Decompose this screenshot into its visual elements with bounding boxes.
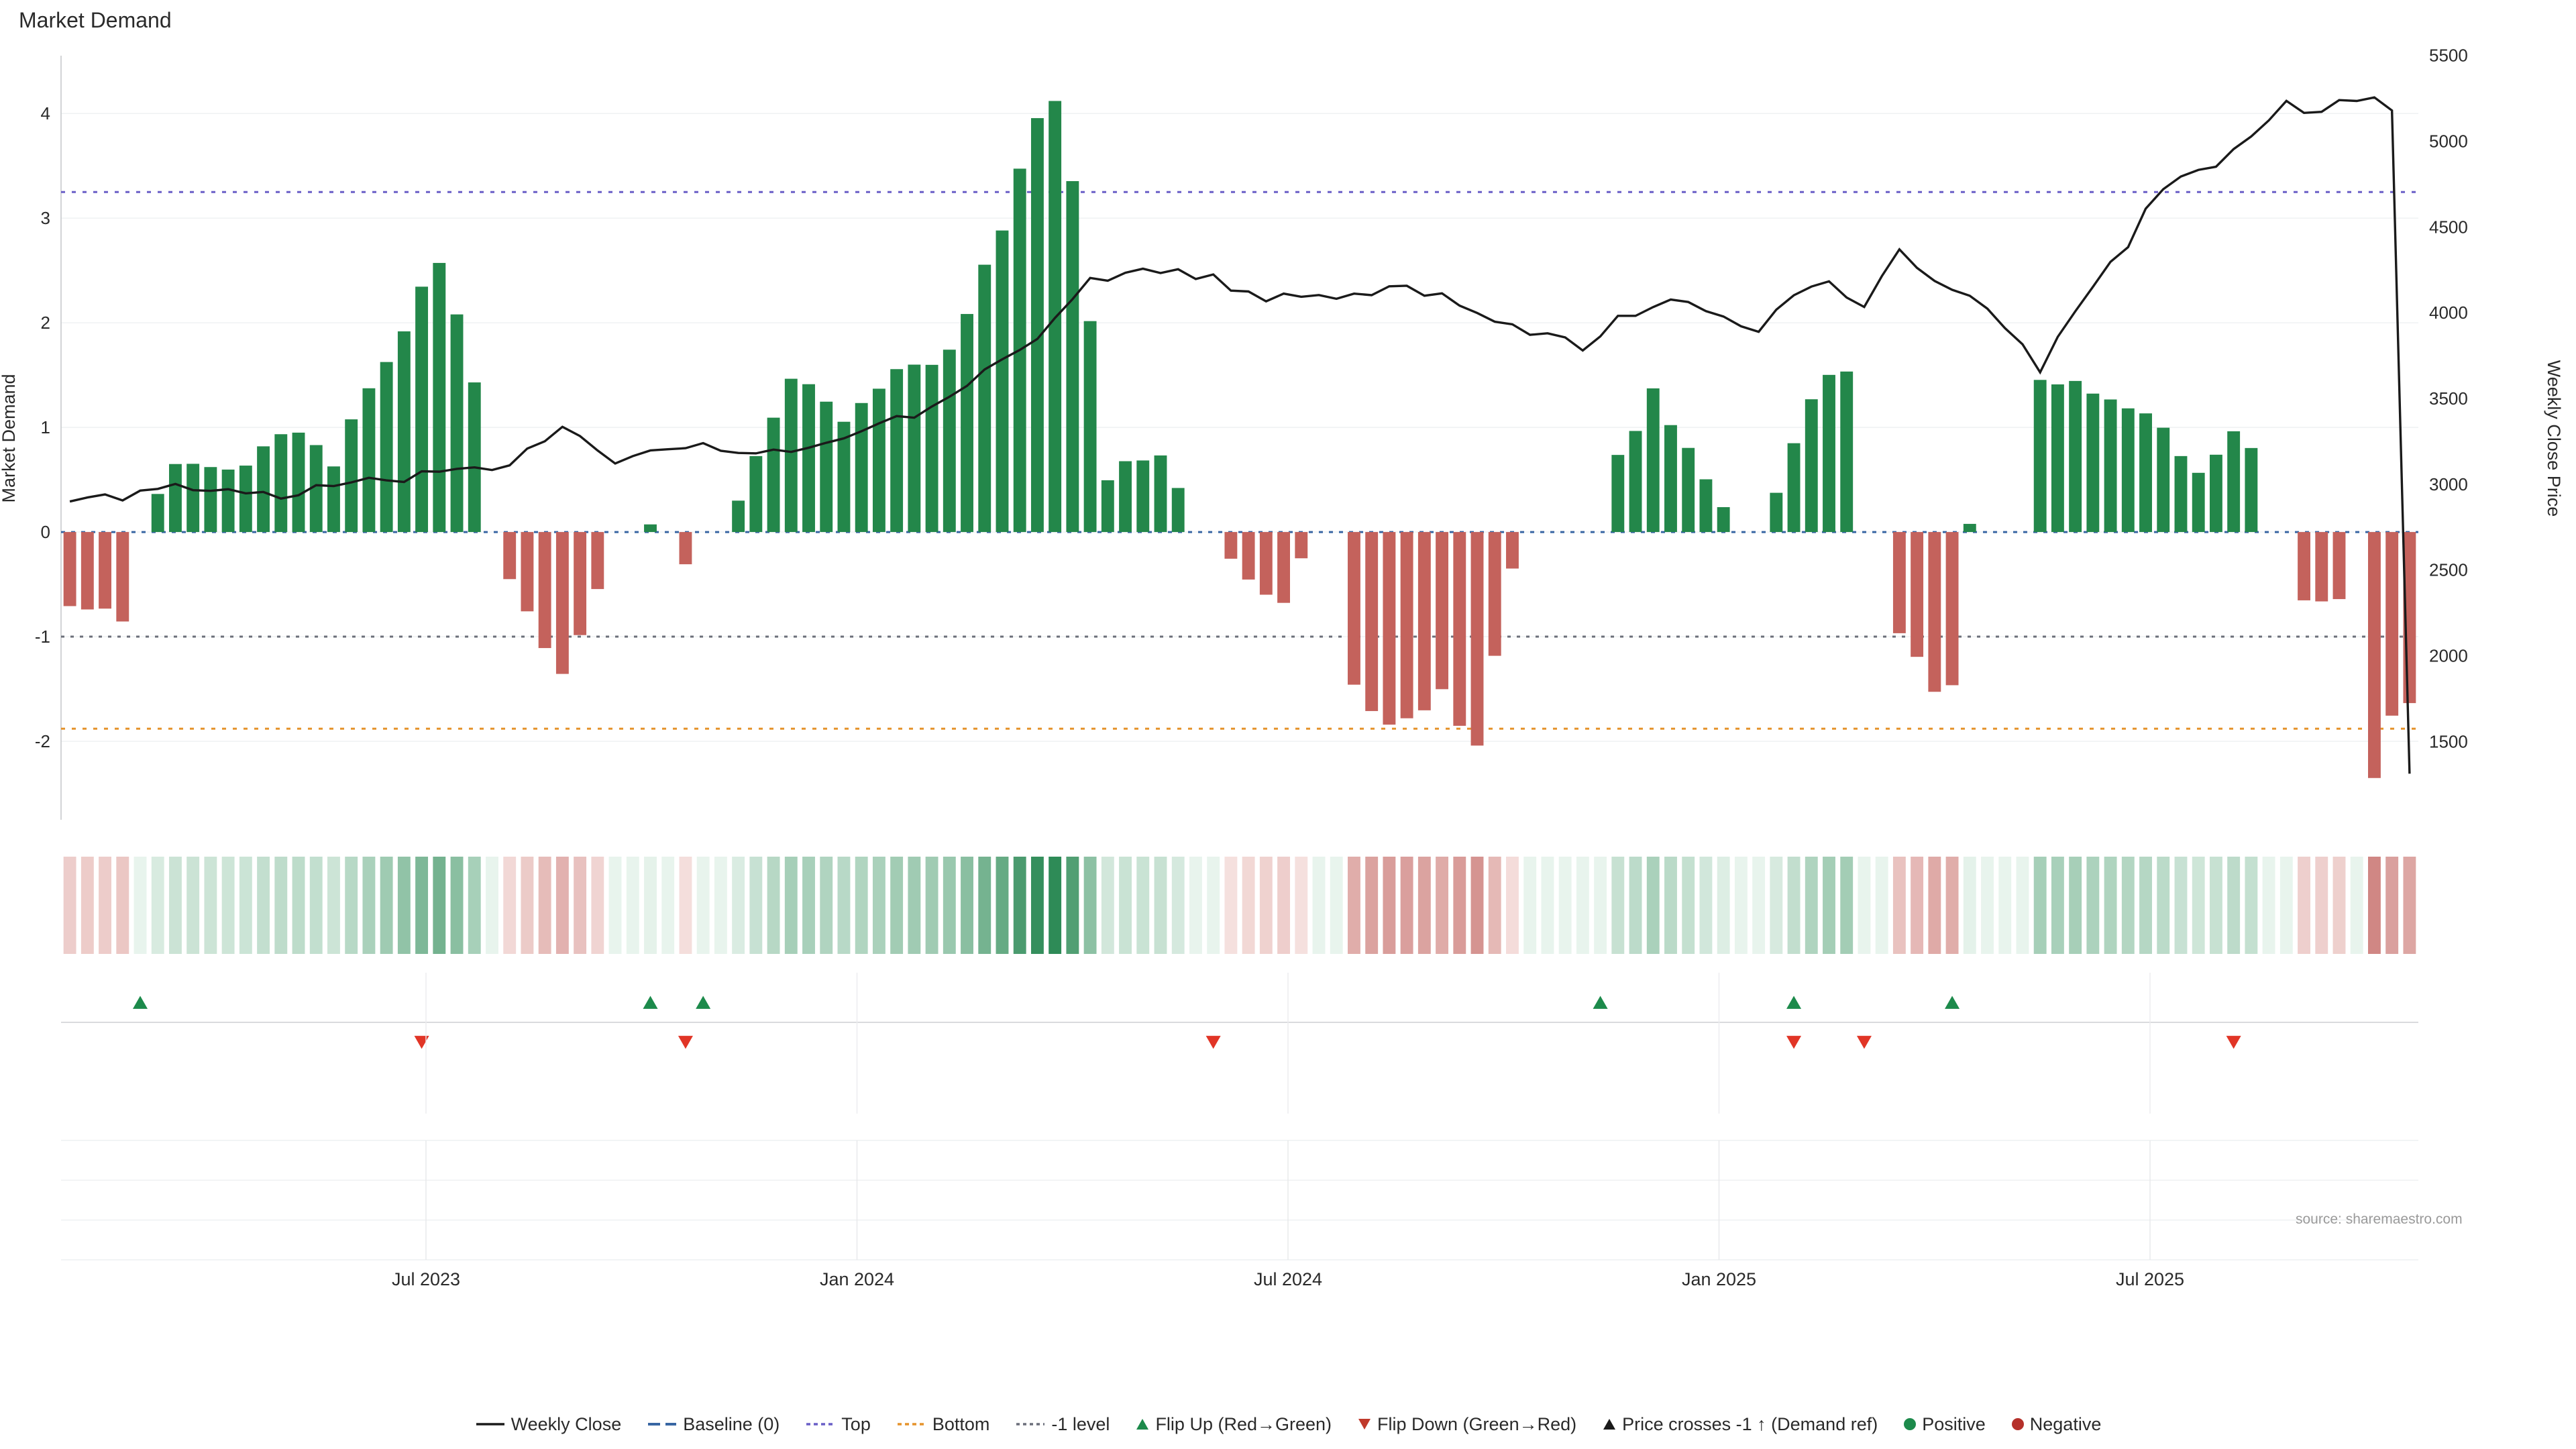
- svg-text:Weekly Close Price: Weekly Close Price: [2544, 360, 2564, 517]
- svg-text:-2: -2: [35, 731, 50, 751]
- svg-text:Jan 2024: Jan 2024: [820, 1269, 894, 1289]
- svg-text:Jan 2025: Jan 2025: [1682, 1269, 1756, 1289]
- svg-text:Jul 2024: Jul 2024: [1254, 1269, 1322, 1289]
- svg-text:3000: 3000: [2429, 474, 2468, 494]
- svg-text:2500: 2500: [2429, 560, 2468, 580]
- svg-text:Jul 2023: Jul 2023: [392, 1269, 460, 1289]
- svg-text:4000: 4000: [2429, 303, 2468, 323]
- svg-text:2: 2: [41, 313, 50, 333]
- svg-text:2000: 2000: [2429, 646, 2468, 666]
- svg-text:5000: 5000: [2429, 131, 2468, 152]
- svg-text:Jul 2025: Jul 2025: [2116, 1269, 2184, 1289]
- svg-text:0: 0: [41, 522, 50, 542]
- svg-text:Market Demand: Market Demand: [0, 374, 19, 502]
- svg-text:3500: 3500: [2429, 388, 2468, 409]
- svg-text:-1: -1: [35, 627, 50, 647]
- svg-text:3: 3: [41, 208, 50, 228]
- svg-text:1500: 1500: [2429, 731, 2468, 751]
- svg-text:4: 4: [41, 103, 50, 123]
- svg-text:1: 1: [41, 417, 50, 437]
- svg-text:5500: 5500: [2429, 46, 2468, 66]
- svg-text:4500: 4500: [2429, 217, 2468, 237]
